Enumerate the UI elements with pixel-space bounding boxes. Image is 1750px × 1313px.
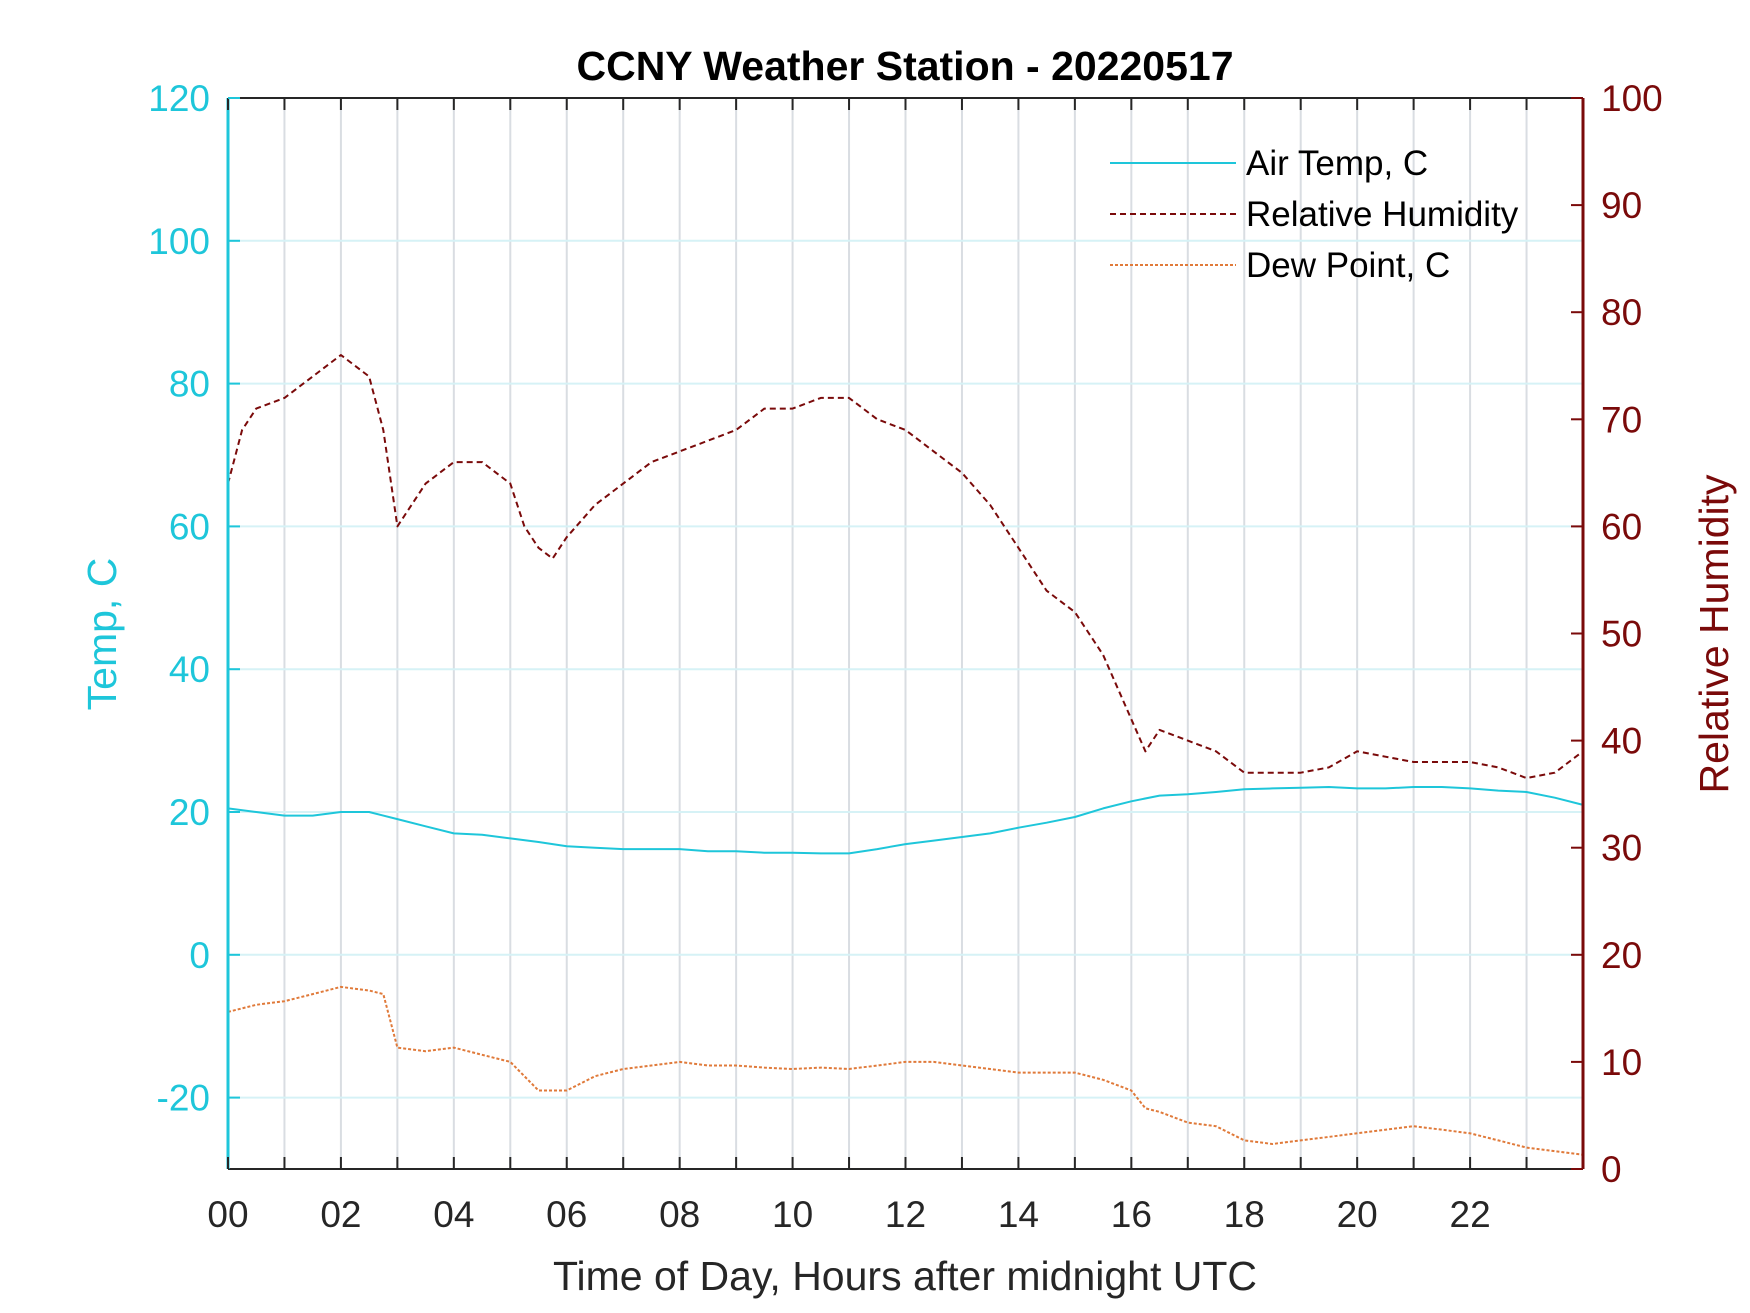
- y-axis-label-right: Relative Humidity: [1691, 474, 1737, 793]
- x-tick-label: 08: [659, 1194, 700, 1235]
- x-tick-label: 10: [772, 1194, 813, 1235]
- y-tick-label-left: 20: [169, 792, 210, 833]
- x-tick-label: 14: [998, 1194, 1039, 1235]
- chart-title: CCNY Weather Station - 20220517: [576, 43, 1233, 89]
- x-tick-label: 16: [1111, 1194, 1152, 1235]
- y-tick-label-right: 80: [1601, 292, 1642, 333]
- y-tick-label-right: 0: [1601, 1149, 1622, 1190]
- y-tick-label-right: 90: [1601, 185, 1642, 226]
- series-layer: [227, 354, 1584, 1156]
- legend-label-dew-point: Dew Point, C: [1246, 246, 1450, 285]
- legend-label-air-temp: Air Temp, C: [1246, 144, 1428, 183]
- series-line-air-temp-c: [227, 786, 1584, 855]
- legend: Air Temp, C Relative Humidity Dew Point,…: [1110, 144, 1519, 285]
- y-tick-label-right: 50: [1601, 614, 1642, 655]
- y-tick-label-left: 80: [169, 364, 210, 405]
- y-tick-label-left: 60: [169, 506, 210, 547]
- x-tick-label: 12: [885, 1194, 926, 1235]
- x-axis-label: Time of Day, Hours after midnight UTC: [553, 1253, 1257, 1299]
- legend-label-relative-humidity: Relative Humidity: [1246, 195, 1519, 234]
- y-tick-label-left: 40: [169, 649, 210, 690]
- y-tick-label-right: 60: [1601, 506, 1642, 547]
- y-tick-label-left: 120: [148, 78, 210, 119]
- y-tick-label-right: 30: [1601, 828, 1642, 869]
- y-tick-label-right: 100: [1601, 78, 1663, 119]
- y-tick-label-left: 100: [148, 221, 210, 262]
- x-tick-label: 18: [1224, 1194, 1265, 1235]
- y-tick-label-right: 40: [1601, 721, 1642, 762]
- x-tick-label: 22: [1450, 1194, 1491, 1235]
- y-tick-label-right: 70: [1601, 399, 1642, 440]
- x-tick-label: 02: [320, 1194, 361, 1235]
- x-tick-label: 20: [1337, 1194, 1378, 1235]
- x-tick-label: 06: [546, 1194, 587, 1235]
- series-line-dew-point-c: [227, 985, 1584, 1156]
- y-tick-label-left: 0: [189, 935, 210, 976]
- grid: [228, 97, 1583, 1169]
- x-tick-label: 04: [433, 1194, 474, 1235]
- axes: 00 02 04 06 08 10 12 14 16 18 20 22-200204060801001…: [148, 78, 1662, 1235]
- y-axis-label-left: Temp, C: [79, 558, 125, 711]
- y-tick-label-right: 20: [1601, 935, 1642, 976]
- series-line-relative-humidity: [227, 354, 1584, 780]
- y-tick-label-right: 10: [1601, 1042, 1642, 1083]
- x-tick-label: 00: [207, 1194, 248, 1235]
- y-tick-label-left: -20: [157, 1078, 210, 1119]
